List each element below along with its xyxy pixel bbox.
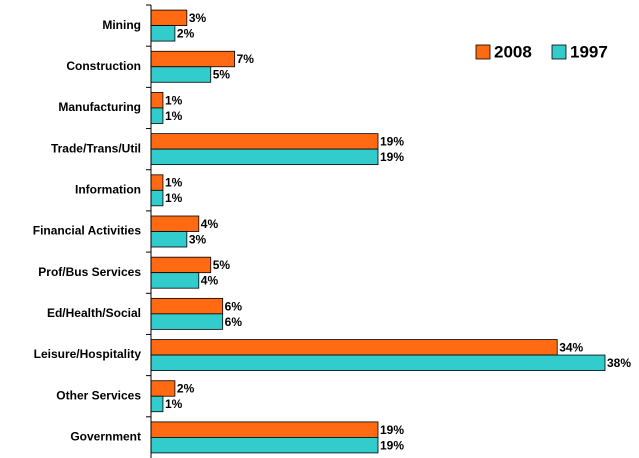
value-label: 7% [237,52,255,66]
bar [150,297,224,315]
legend-label: 1997 [570,42,608,61]
value-label: 5% [213,68,231,82]
category-label: Construction [66,59,141,73]
value-label: 4% [201,217,219,231]
bar [150,133,379,150]
value-label: 3% [189,11,207,25]
bar [150,339,558,356]
category-label: Ed/Health/Social [47,306,141,320]
category-label: Government [70,430,141,444]
bar [150,437,379,454]
value-label: 19% [380,135,404,149]
category-label: Other Services [56,388,141,402]
category-label: Prof/Bus Services [38,265,141,279]
bar [150,421,379,438]
value-label: 1% [165,176,183,190]
value-label: 1% [165,93,183,107]
bar [150,92,164,109]
category-label: Leisure/Hospitality [34,347,142,361]
bar [150,395,164,413]
value-label: 6% [225,315,243,329]
bar [150,107,164,124]
value-label: 2% [177,27,195,41]
value-label: 2% [177,382,195,396]
category-label: Manufacturing [58,100,141,114]
bar [150,50,236,68]
value-label: 38% [607,356,631,370]
bar [150,66,212,83]
category-label: Financial Activities [33,224,142,238]
category-label: Trade/Trans/Util [51,141,141,155]
value-label: 1% [165,109,183,123]
legend-swatch [475,44,491,60]
value-label: 1% [165,397,183,411]
value-label: 19% [380,438,404,452]
bar [150,9,188,26]
bar [150,174,164,191]
value-label: 19% [380,423,404,437]
category-label: Mining [102,18,141,32]
bar [150,256,212,274]
bar [150,354,606,371]
value-label: 6% [225,299,243,313]
bar [150,189,164,207]
value-label: 4% [201,274,219,288]
bar [150,272,200,289]
legend-label: 2008 [494,42,532,61]
value-label: 1% [165,191,183,205]
category-label: Information [75,182,141,196]
bar [150,215,200,232]
bar [150,25,176,42]
bar [150,231,188,248]
legend-swatch [551,44,567,60]
bar [150,313,224,330]
value-label: 3% [189,232,207,246]
bar [150,380,176,397]
value-label: 34% [559,340,583,354]
value-label: 5% [213,258,231,272]
bar [150,148,379,166]
value-label: 19% [380,150,404,164]
